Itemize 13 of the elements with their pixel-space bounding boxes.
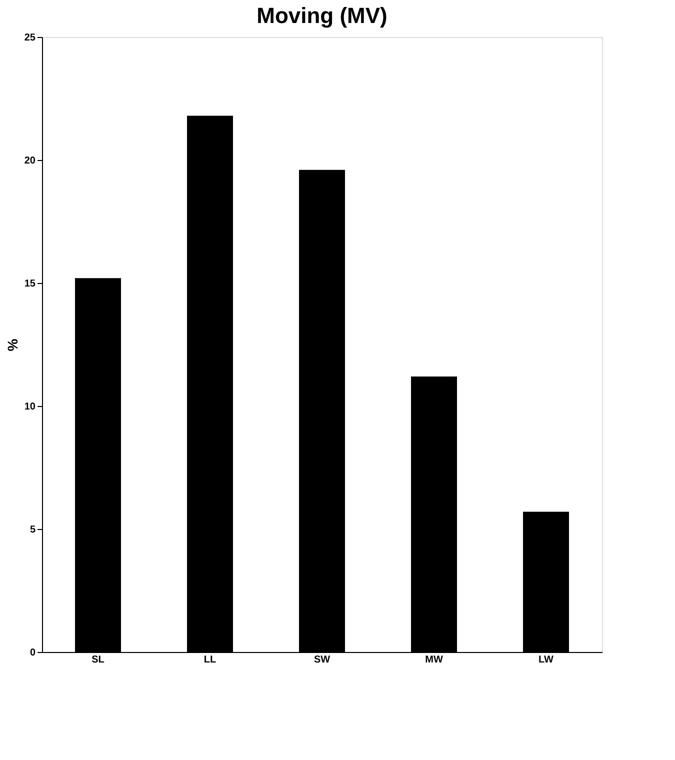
y-axis-title: % <box>4 338 20 352</box>
chart-title: Moving (MV) <box>256 3 388 28</box>
x-tick-label: LW <box>538 654 554 666</box>
x-tick-label: SL <box>92 654 104 666</box>
y-tick-label: 5 <box>30 524 36 536</box>
x-tick-label: MW <box>425 654 444 666</box>
y-tick-label: 15 <box>24 278 36 290</box>
x-tick-label: LL <box>204 654 216 666</box>
x-tick-label: SW <box>314 654 331 666</box>
y-tick-label: 20 <box>24 156 36 166</box>
y-tick-label: 10 <box>24 402 36 412</box>
y-tick-label: 0 <box>30 648 36 658</box>
y-tick-label: 25 <box>24 32 36 44</box>
